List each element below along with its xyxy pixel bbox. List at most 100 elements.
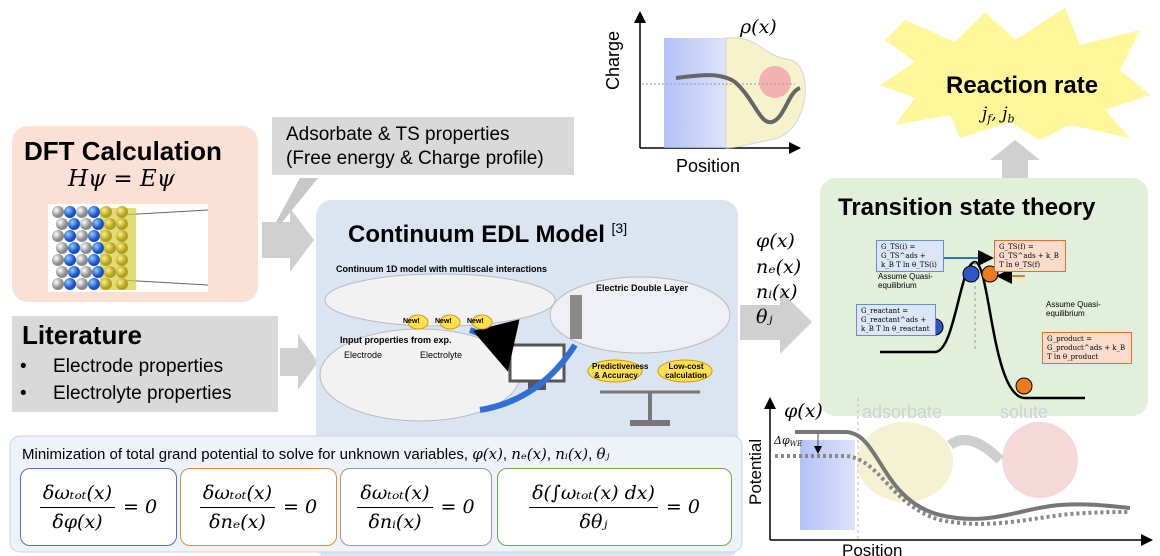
atom: [116, 254, 128, 266]
numerator: δ(∫ωₜₒₜ(x) dx): [529, 482, 658, 508]
atom: [100, 230, 112, 242]
charge-y-label: Charge: [603, 31, 624, 90]
numerator: δωₜₒₜ(x): [40, 482, 115, 508]
atom: [76, 230, 88, 242]
diagram: DFT Calculation Hψ = Eψ Literature • Ele…: [0, 0, 1160, 556]
edl-electrode: Electrode: [344, 350, 382, 360]
atom: [64, 230, 76, 242]
variable: nₑ(x): [511, 445, 547, 463]
potential-curve-label: φ(x): [784, 400, 823, 422]
charge-plot: [640, 14, 805, 148]
reaction-fluxes: jf, jb: [982, 104, 1015, 125]
variable: θⱼ: [756, 306, 772, 328]
atom: [116, 278, 128, 290]
tst-formula: G_TS(f) = G_TS^ads + k_B T ln θ_TS(f): [994, 240, 1066, 272]
drop-symbol: Δφ: [774, 434, 790, 447]
atom: [104, 242, 116, 254]
variable: nᵢ(x): [756, 281, 798, 303]
edl-input-label: Input properties from exp.: [340, 335, 452, 345]
literature-title: Literature: [22, 320, 142, 351]
edl-model-label: Continuum 1D model with multiscale inter…: [336, 264, 547, 274]
flux-sub: f: [987, 112, 991, 125]
atom: [116, 218, 128, 230]
dft-title: DFT Calculation: [24, 136, 222, 167]
denominator: δnᵢ(x): [365, 508, 424, 533]
atom: [92, 218, 104, 230]
atom: [52, 230, 64, 242]
atom: [92, 266, 104, 278]
minimization-label: Minimization of total grand potential to…: [22, 446, 468, 463]
atom: [56, 266, 68, 278]
variable: φ(x): [472, 445, 503, 463]
atom: [68, 266, 80, 278]
variable: nᵢ(x): [555, 445, 588, 463]
atom: [64, 254, 76, 266]
fraction: δωₜₒₜ(x)δnₑ(x): [200, 482, 275, 533]
atom: [116, 206, 128, 218]
atom: [116, 230, 128, 242]
rhs: = 0: [123, 496, 157, 518]
adsorbate-label: adsorbate: [862, 402, 942, 423]
atom: [88, 254, 100, 266]
numerator: δωₜₒₜ(x): [200, 482, 275, 508]
atom: [76, 254, 88, 266]
tst-formula: G_product = G_product^ads + k_B T ln θ_p…: [1042, 332, 1132, 364]
potential-plot: [770, 398, 1150, 540]
minimization-text: Minimization of total grand potential to…: [22, 445, 609, 463]
atom: [68, 218, 80, 230]
edl-title-text: Continuum EDL Model: [348, 221, 605, 248]
potential-x-label: Position: [842, 541, 902, 556]
atom: [52, 278, 64, 290]
transfer-label: (Free energy & Charge profile): [286, 148, 544, 170]
fraction: δ(∫ωₜₒₜ(x) dx)δθⱼ: [529, 482, 658, 533]
denominator: δθⱼ: [577, 508, 611, 533]
atom: [88, 278, 100, 290]
transfer-label: Adsorbate & TS properties: [286, 124, 510, 146]
variable: θⱼ: [596, 445, 609, 463]
scale-left: Predictiveness & Accuracy: [592, 362, 640, 380]
new-badge: New!: [435, 318, 452, 325]
atom: [52, 254, 64, 266]
edl-title: Continuum EDL Model [3]: [348, 220, 627, 249]
equation: δωₜₒₜ(x)δnₑ(x)= 0: [180, 468, 337, 546]
atom: [56, 218, 68, 230]
atom: [68, 242, 80, 254]
fraction: δωₜₒₜ(x)δφ(x): [40, 482, 115, 533]
atom: [88, 230, 100, 242]
equation: δωₜₒₜ(x)δφ(x) = 0: [20, 468, 177, 546]
solute-label: solute: [1000, 402, 1048, 423]
rhs: = 0: [441, 496, 475, 518]
edl-electrolyte: Electrolyte: [420, 350, 462, 360]
arrow: [280, 334, 318, 390]
equation: δωₜₒₜ(x)δnᵢ(x) = 0: [340, 468, 492, 546]
atom: [80, 242, 92, 254]
atom: [104, 266, 116, 278]
numerator: δωₜₒₜ(x): [357, 482, 432, 508]
arrow: [262, 208, 314, 272]
variable: φ(x): [756, 230, 795, 252]
arrow: [990, 140, 1040, 178]
tst-formula: G_reactant = G_reactant^ads + k_B T ln θ…: [856, 304, 936, 336]
literature-item: • Electrolyte properties: [20, 383, 232, 405]
atom: [104, 218, 116, 230]
flux-sub: b: [1007, 112, 1014, 125]
fraction: δωₜₒₜ(x)δnᵢ(x): [357, 482, 432, 533]
rhs: = 0: [666, 496, 700, 518]
atom: [116, 242, 128, 254]
edl-reference: [3]: [612, 220, 628, 236]
denominator: δnₑ(x): [206, 508, 269, 533]
scale-right: Low-cost calculation: [662, 362, 710, 380]
atom: [80, 218, 92, 230]
atom: [64, 206, 76, 218]
dft-equation: Hψ = Eψ: [68, 166, 175, 192]
tst-assume: Assume Quasi-equilibrium: [1046, 300, 1116, 318]
charge-curve-label: ρ(x): [740, 16, 777, 38]
denominator: δφ(x): [49, 508, 105, 533]
variable: nₑ(x): [756, 256, 801, 278]
reaction-title: Reaction rate: [946, 72, 1098, 100]
atom: [100, 254, 112, 266]
literature-item-text: Electrolyte properties: [53, 383, 231, 404]
new-badge: New!: [403, 318, 420, 325]
new-badge: New!: [467, 318, 484, 325]
atom: [76, 278, 88, 290]
